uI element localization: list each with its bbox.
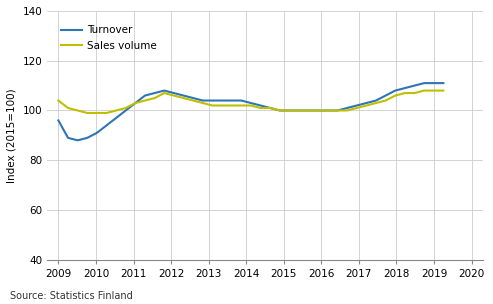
Turnover [84,136,90,140]
Turnover [142,94,148,97]
Sales volume [277,109,282,112]
Turnover [325,109,331,112]
Sales volume [248,104,254,107]
Turnover [113,116,119,120]
Turnover [257,104,263,107]
Line: Turnover: Turnover [58,83,443,140]
Turnover [412,84,418,88]
Turnover [210,99,215,102]
Turnover [55,119,61,122]
Sales volume [335,109,341,112]
Turnover [180,94,186,97]
Legend: Turnover, Sales volume: Turnover, Sales volume [57,21,161,55]
Sales volume [325,109,331,112]
Turnover [296,109,302,112]
Turnover [219,99,225,102]
Turnover [440,81,446,85]
Turnover [431,81,437,85]
Sales volume [180,96,186,100]
Turnover [104,124,109,127]
Sales volume [123,106,129,110]
Turnover [229,99,235,102]
Sales volume [84,111,90,115]
Turnover [335,109,341,112]
Turnover [94,131,100,135]
Sales volume [161,91,167,95]
Sales volume [133,101,139,105]
Sales volume [65,106,71,110]
Sales volume [104,111,109,115]
Turnover [248,101,254,105]
Turnover [123,109,129,112]
Sales volume [238,104,244,107]
Sales volume [267,106,273,110]
Turnover [74,139,80,142]
Sales volume [190,99,196,102]
Sales volume [344,109,350,112]
Sales volume [113,109,119,112]
Sales volume [392,94,398,97]
Sales volume [219,104,225,107]
Sales volume [55,99,61,102]
Turnover [277,109,282,112]
Turnover [344,106,350,110]
Turnover [402,86,408,90]
Turnover [267,106,273,110]
Sales volume [373,101,379,105]
Sales volume [402,91,408,95]
Sales volume [421,89,427,92]
Turnover [306,109,312,112]
Sales volume [286,109,292,112]
Sales volume [316,109,321,112]
Y-axis label: Index (2015=100): Index (2015=100) [7,88,17,183]
Sales volume [210,104,215,107]
Sales volume [431,89,437,92]
Sales volume [74,109,80,112]
Turnover [190,96,196,100]
Sales volume [257,106,263,110]
Text: Source: Statistics Finland: Source: Statistics Finland [10,291,133,301]
Sales volume [296,109,302,112]
Sales volume [94,111,100,115]
Turnover [354,104,360,107]
Sales volume [142,99,148,102]
Sales volume [200,101,206,105]
Turnover [316,109,321,112]
Turnover [133,101,139,105]
Sales volume [412,91,418,95]
Sales volume [306,109,312,112]
Turnover [200,99,206,102]
Turnover [421,81,427,85]
Turnover [171,91,177,95]
Sales volume [363,104,369,107]
Turnover [65,136,71,140]
Sales volume [354,106,360,110]
Turnover [161,89,167,92]
Turnover [363,101,369,105]
Turnover [286,109,292,112]
Turnover [392,89,398,92]
Sales volume [171,94,177,97]
Turnover [373,99,379,102]
Sales volume [383,99,388,102]
Turnover [383,94,388,97]
Turnover [238,99,244,102]
Sales volume [229,104,235,107]
Line: Sales volume: Sales volume [58,91,443,113]
Sales volume [152,96,158,100]
Sales volume [440,89,446,92]
Turnover [152,91,158,95]
